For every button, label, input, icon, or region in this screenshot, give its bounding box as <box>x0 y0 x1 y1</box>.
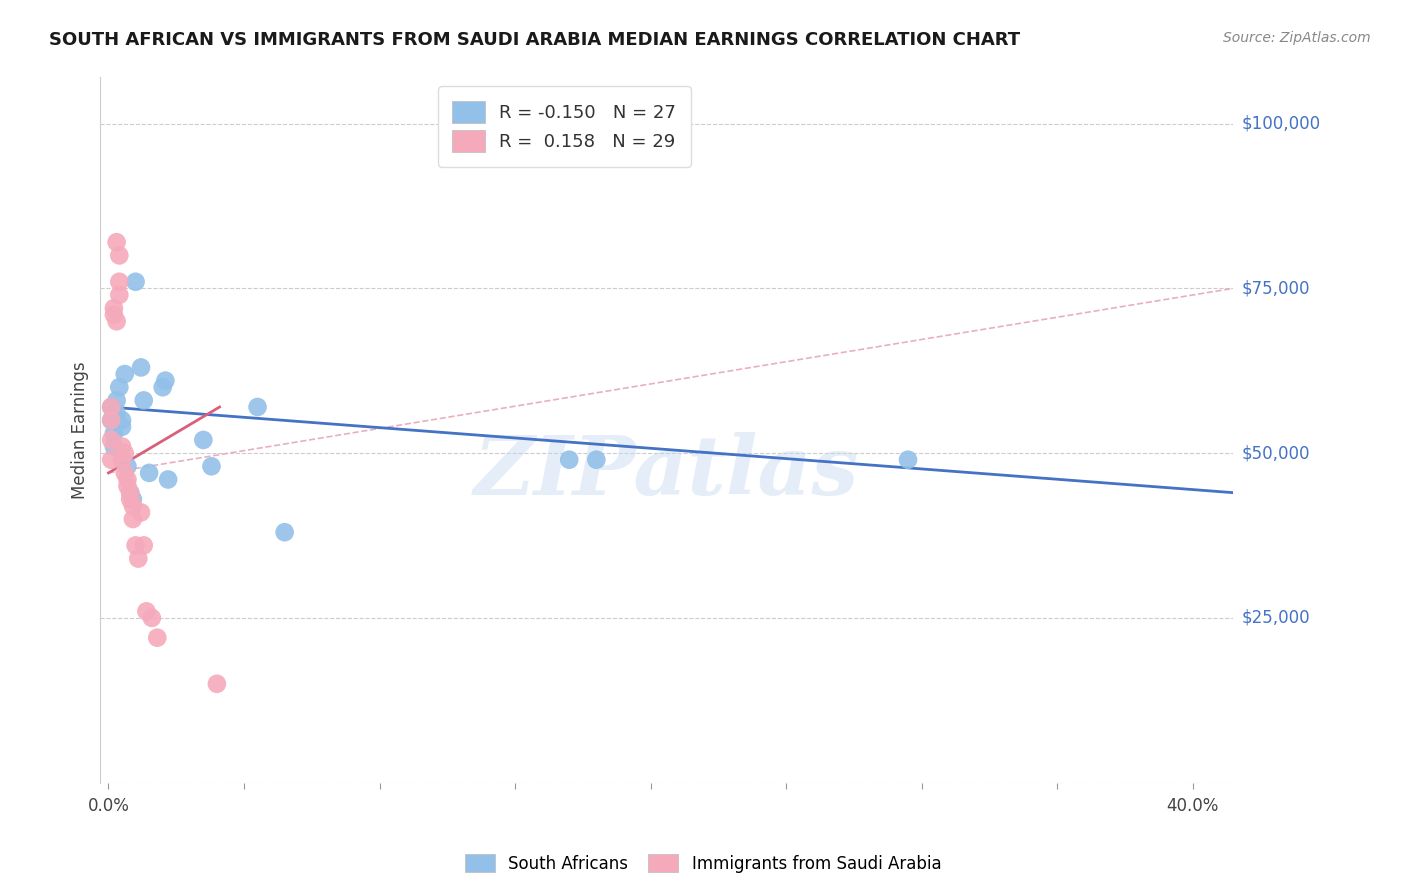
Point <box>122 512 145 526</box>
Point <box>117 473 139 487</box>
Point <box>124 275 146 289</box>
Point <box>122 499 145 513</box>
Point <box>127 551 149 566</box>
Point <box>132 393 155 408</box>
Text: $75,000: $75,000 <box>1241 279 1310 297</box>
Point <box>105 407 128 421</box>
Point <box>135 604 157 618</box>
Point <box>108 288 131 302</box>
Point <box>122 492 145 507</box>
Text: $50,000: $50,000 <box>1241 444 1310 462</box>
Point <box>146 631 169 645</box>
Point <box>117 459 139 474</box>
Point <box>103 308 125 322</box>
Point <box>152 380 174 394</box>
Point <box>155 374 177 388</box>
Text: $25,000: $25,000 <box>1241 609 1310 627</box>
Point <box>100 452 122 467</box>
Point <box>157 473 180 487</box>
Point <box>273 525 295 540</box>
Point <box>111 419 134 434</box>
Point <box>111 413 134 427</box>
Point <box>129 505 152 519</box>
Text: Source: ZipAtlas.com: Source: ZipAtlas.com <box>1223 31 1371 45</box>
Point <box>141 611 163 625</box>
Point <box>100 400 122 414</box>
Point <box>105 393 128 408</box>
Point <box>111 440 134 454</box>
Point <box>103 440 125 454</box>
Point <box>114 446 136 460</box>
Text: SOUTH AFRICAN VS IMMIGRANTS FROM SAUDI ARABIA MEDIAN EARNINGS CORRELATION CHART: SOUTH AFRICAN VS IMMIGRANTS FROM SAUDI A… <box>49 31 1021 49</box>
Point <box>100 400 122 414</box>
Point <box>129 360 152 375</box>
Point <box>246 400 269 414</box>
Point <box>205 677 228 691</box>
Point <box>103 301 125 315</box>
Point <box>200 459 222 474</box>
Point <box>108 248 131 262</box>
Point <box>132 538 155 552</box>
Point <box>105 314 128 328</box>
Legend: R = -0.150   N = 27, R =  0.158   N = 29: R = -0.150 N = 27, R = 0.158 N = 29 <box>437 87 690 167</box>
Point <box>103 426 125 441</box>
Point <box>108 275 131 289</box>
Point <box>120 485 142 500</box>
Point <box>120 485 142 500</box>
Point <box>114 367 136 381</box>
Point <box>117 479 139 493</box>
Y-axis label: Median Earnings: Median Earnings <box>72 361 89 499</box>
Point <box>585 452 607 467</box>
Point <box>558 452 581 467</box>
Point <box>897 452 920 467</box>
Point <box>108 380 131 394</box>
Point <box>138 466 160 480</box>
Text: ZIPatlas: ZIPatlas <box>474 433 859 512</box>
Point <box>120 492 142 507</box>
Point <box>111 452 134 467</box>
Point <box>100 413 122 427</box>
Legend: South Africans, Immigrants from Saudi Arabia: South Africans, Immigrants from Saudi Ar… <box>458 847 948 880</box>
Point <box>114 466 136 480</box>
Text: $100,000: $100,000 <box>1241 114 1320 133</box>
Point <box>193 433 215 447</box>
Point <box>124 538 146 552</box>
Point <box>105 235 128 250</box>
Point <box>100 413 122 427</box>
Point <box>100 433 122 447</box>
